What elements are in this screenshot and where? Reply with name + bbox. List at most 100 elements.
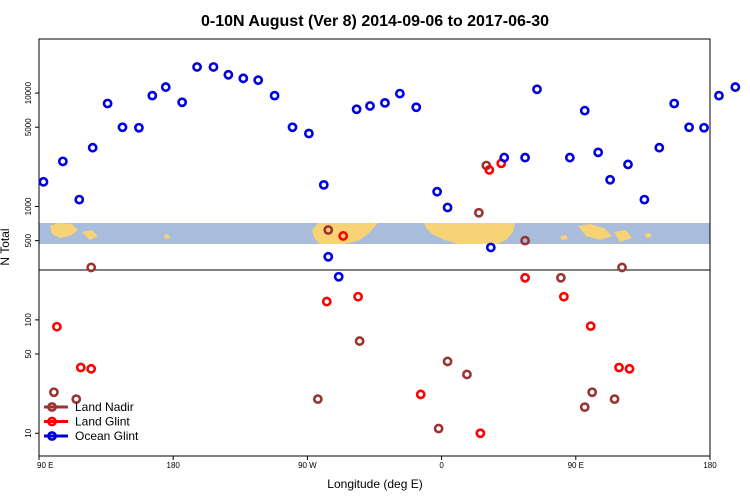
land-nadir-point [520, 235, 531, 246]
x-tick-label: 90 E [37, 461, 53, 470]
map-land-indonesia [50, 223, 98, 240]
land-nadir-point [462, 369, 472, 380]
land-glint-point [338, 231, 349, 241]
chart-title: 0-10N August (Ver 8) 2014-09-06 to 2017-… [201, 13, 549, 30]
ocean-glint-point [605, 174, 615, 185]
x-tick-label: 180 [167, 461, 181, 470]
land-nadir-point [579, 402, 590, 413]
map-ocean-strip [39, 223, 710, 244]
ocean-glint-point [177, 97, 188, 108]
plot-frame [38, 38, 711, 457]
ocean-glint-point [74, 194, 85, 205]
y-tick-label: 100 [24, 313, 33, 327]
ocean-glint-point [117, 122, 128, 133]
ocean-glint-point [269, 90, 280, 101]
y-axis-label: N Total [0, 228, 12, 265]
ocean-glint-point [192, 62, 202, 72]
ocean-glint-point [684, 122, 695, 133]
legend-marker-land-nadir [47, 402, 57, 412]
y-axis: 10 50 100 500 1000 5000 10000 [24, 81, 39, 438]
land-nadir-point [49, 387, 59, 398]
land-glint-point [475, 428, 486, 439]
x-axis: 90 E 180 90 W 0 90 E 180 [37, 456, 717, 470]
ocean-glint-point [593, 147, 604, 158]
x-tick-label: 90 W [298, 461, 317, 470]
ocean-glint-point [380, 97, 390, 108]
ocean-glint-point [223, 69, 234, 80]
x-tick-label: 180 [703, 461, 717, 470]
ocean-glint-point [323, 251, 334, 262]
land-glint-point [51, 321, 62, 332]
ocean-glint-point [134, 122, 144, 133]
land-glint-point [558, 291, 569, 302]
land-nadir-point [86, 262, 97, 273]
y-tick-label: 10000 [24, 81, 33, 104]
ocean-glint-point [102, 98, 113, 109]
land-glint-point [624, 363, 635, 374]
land-nadir-point [442, 356, 453, 367]
ocean-glint-point [520, 152, 531, 163]
legend-label-land-nadir: Land Nadir [75, 400, 134, 414]
map-land-indonesia-east [578, 224, 632, 242]
ocean-glint-point [160, 82, 171, 92]
x-axis-label: Longitude (deg E) [327, 477, 422, 491]
land-glint-point [415, 389, 426, 400]
y-tick-label: 5000 [24, 118, 33, 136]
legend-marker-land-glint [47, 416, 57, 427]
ocean-glint-point [485, 242, 496, 253]
ocean-glint-point [623, 159, 633, 170]
ocean-glint-point [579, 105, 590, 116]
y-tick-label: 1000 [24, 197, 33, 215]
ocean-glint-point [38, 176, 49, 187]
x-tick-label: 90 E [568, 461, 584, 470]
land-glint-point [321, 296, 332, 307]
ocean-glint-point [287, 122, 298, 133]
map-land-africa [424, 223, 515, 244]
legend-marker-ocean-glint [47, 431, 57, 441]
land-glint-point [75, 362, 86, 373]
land-nadir-point [433, 423, 444, 434]
ocean-glint-point [333, 271, 344, 282]
map-band [39, 223, 710, 244]
ocean-glint-point [499, 152, 510, 163]
y-tick-label: 500 [24, 233, 33, 247]
y-tick-label: 50 [24, 349, 33, 358]
land-nadir-point [617, 262, 627, 273]
ocean-glint-point [654, 142, 665, 153]
ocean-glint-point [714, 90, 724, 101]
ocean-glint-point [639, 194, 650, 205]
ocean-glint-point [532, 84, 542, 95]
legend-label-land-glint: Land Glint [75, 415, 130, 429]
land-nadir-point [555, 272, 566, 283]
ocean-glint-point [208, 62, 219, 72]
land-nadir-point [609, 394, 620, 405]
ocean-glint-point [394, 88, 405, 99]
legend-label-ocean-glint: Ocean Glint [75, 429, 139, 443]
ocean-glint-point [147, 90, 158, 101]
ocean-glint-point [564, 152, 575, 163]
land-glint-point [353, 291, 363, 302]
ocean-glint-point [57, 156, 68, 167]
land-nadir-point [473, 207, 484, 218]
ocean-glint-point [253, 75, 264, 86]
land-glint-point [614, 362, 624, 373]
land-nadir-point [312, 394, 323, 405]
land-glint-point [585, 321, 596, 332]
land-glint-point [86, 363, 97, 374]
ocean-glint-point [303, 128, 314, 139]
ocean-glint-point [238, 73, 249, 84]
land-nadir-point [323, 225, 334, 235]
land-nadir-point [71, 394, 82, 405]
land-nadir-point [587, 387, 598, 398]
ocean-glint-point [442, 202, 453, 213]
ocean-glint-point [318, 180, 329, 190]
land-glint-point [484, 165, 495, 175]
ocean-glint-point [365, 101, 375, 111]
ocean-glint-point [351, 104, 362, 115]
ocean-glint-point [669, 98, 680, 109]
ocean-glint-point [730, 82, 741, 92]
ocean-glint-point [87, 142, 98, 153]
y-tick-label: 10 [24, 428, 33, 437]
